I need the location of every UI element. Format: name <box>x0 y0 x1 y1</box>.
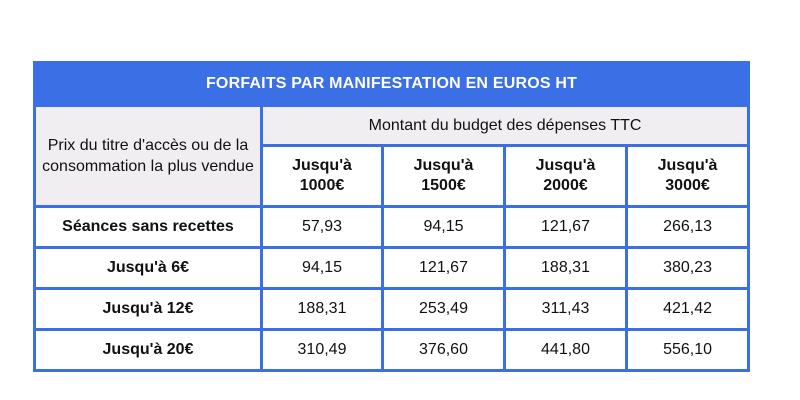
table-cell: 421,42 <box>624 287 751 331</box>
column-header-line2: 1500€ <box>421 177 466 194</box>
table-cell: 188,31 <box>260 287 384 331</box>
title-row: FORFAITS PAR MANIFESTATION EN EUROS HT <box>32 61 751 107</box>
row-header-cell: Prix du titre d'accès ou de la consommat… <box>33 104 263 208</box>
table-cell: 94,15 <box>260 246 384 290</box>
table-cell: 556,10 <box>624 328 751 372</box>
table-cell: 121,67 <box>381 246 506 290</box>
table-cell: 253,49 <box>381 287 506 331</box>
column-header-line1: Jusqu'à <box>657 157 718 174</box>
column-header-line1: Jusqu'à <box>292 157 352 174</box>
table-cell: 311,43 <box>503 287 628 331</box>
row-label: Jusqu'à 12€ <box>33 287 263 331</box>
column-header-line2: 1000€ <box>299 177 345 194</box>
table-cell: 94,15 <box>381 205 506 249</box>
tariff-table: FORFAITS PAR MANIFESTATION EN EUROS HT P… <box>32 61 751 372</box>
table-cell: 121,67 <box>503 205 628 249</box>
row-label: Jusqu'à 6€ <box>33 246 263 290</box>
column-header-line2: 2000€ <box>543 177 588 194</box>
table-cell: 266,13 <box>624 205 751 249</box>
column-header-line1: Jusqu'à <box>535 157 596 174</box>
table-cell: 310,49 <box>260 328 384 372</box>
table-title: FORFAITS PAR MANIFESTATION EN EUROS HT <box>32 61 751 107</box>
table-cell: 376,60 <box>381 328 506 372</box>
table-cell: 57,93 <box>260 205 384 249</box>
column-header-2000: Jusqu'à 2000€ <box>503 144 628 208</box>
budget-header-cell: Montant du budget des dépenses TTC <box>259 104 751 147</box>
row-label: Séances sans recettes <box>33 205 263 249</box>
table-cell: 441,80 <box>503 328 628 372</box>
table-row: Jusqu'à 6€ 94,15 121,67 188,31 380,23 <box>33 246 751 290</box>
column-header-line2: 3000€ <box>665 177 710 194</box>
column-header-1500: Jusqu'à 1500€ <box>381 144 506 208</box>
table-cell: 380,23 <box>624 246 751 290</box>
header-row-columns: Jusqu'à 1000€ Jusqu'à 1500€ Jusqu'à 2000… <box>35 144 751 208</box>
table-row: Jusqu'à 12€ 188,31 253,49 311,43 421,42 <box>33 287 751 331</box>
column-header-line1: Jusqu'à <box>413 157 474 174</box>
header-row-budget: Prix du titre d'accès ou de la consommat… <box>33 104 751 208</box>
table-row: Jusqu'à 20€ 310,49 376,60 441,80 556,10 <box>33 328 751 372</box>
column-header-3000: Jusqu'à 3000€ <box>624 144 751 208</box>
table-row: Séances sans recettes 57,93 94,15 121,67… <box>33 205 751 249</box>
row-label: Jusqu'à 20€ <box>33 328 263 372</box>
table-cell: 188,31 <box>503 246 628 290</box>
column-header-1000: Jusqu'à 1000€ <box>260 144 384 208</box>
